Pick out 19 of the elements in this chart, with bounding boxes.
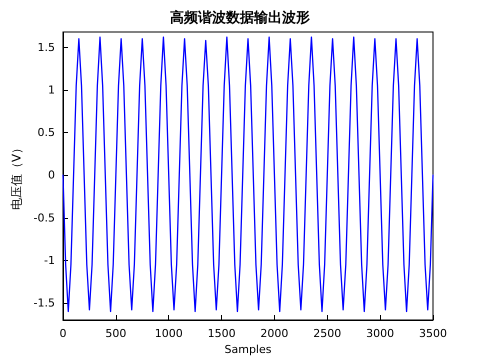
- y-tick-label: -1.5: [34, 296, 55, 310]
- x-tick-label: 0: [60, 327, 66, 340]
- y-tick-label: -1: [44, 254, 55, 267]
- x-tick-label: 1000: [154, 327, 183, 340]
- x-tick-label: 3000: [366, 327, 394, 340]
- chart-title: 高频谐波数据输出波形: [170, 9, 310, 26]
- y-tick-label: 1.5: [38, 40, 55, 54]
- x-tick-label: 2000: [260, 327, 288, 340]
- x-tick-label: 3500: [419, 327, 447, 340]
- y-axis-title: 电压值（V）: [10, 142, 24, 210]
- x-tick-label: 1500: [208, 327, 236, 340]
- x-tick-label: 500: [105, 327, 126, 340]
- y-tick-label: 0.5: [38, 126, 55, 140]
- x-axis-title: Samples: [224, 342, 272, 356]
- y-tick-label: -0.5: [34, 211, 55, 224]
- y-tick-label: 0: [48, 168, 55, 182]
- line-series: [62, 36, 434, 312]
- y-tick-label: 1: [48, 83, 55, 96]
- x-tick-label: 2500: [313, 327, 342, 340]
